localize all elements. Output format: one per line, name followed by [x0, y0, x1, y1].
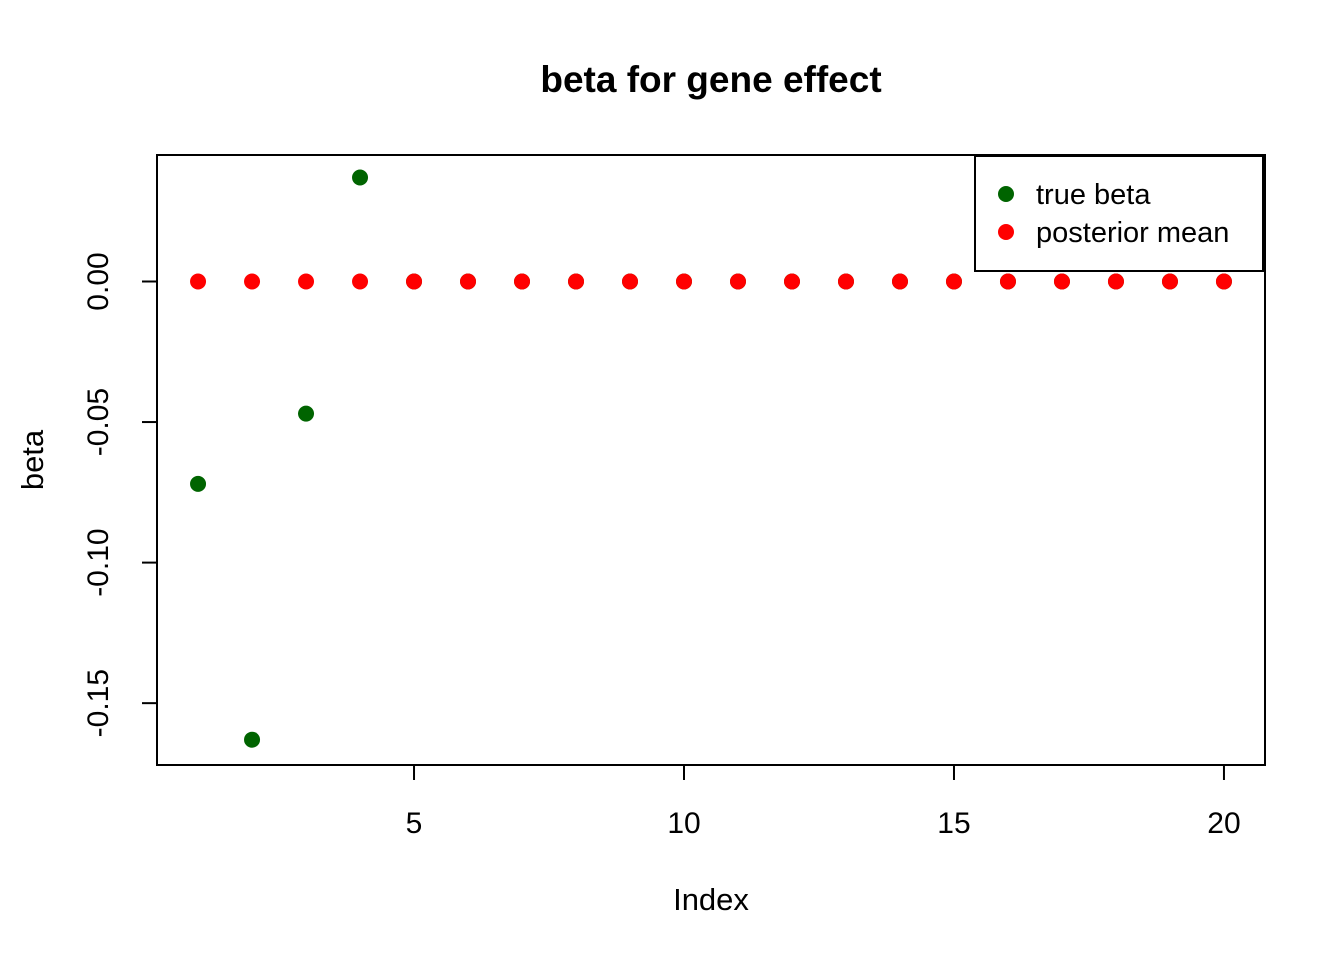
point-posterior-mean [190, 273, 207, 290]
point-posterior-mean [945, 273, 962, 290]
legend-box [974, 155, 1264, 272]
y-axis-label: beta [15, 429, 50, 490]
x-tick-label: 5 [406, 807, 423, 840]
y-tick-label: 0.00 [82, 252, 115, 310]
point-posterior-mean [729, 273, 746, 290]
point-posterior-mean [1215, 273, 1232, 290]
point-posterior-mean [783, 273, 800, 290]
y-tick-label: -0.15 [82, 669, 115, 737]
point-true-beta [244, 731, 261, 748]
y-tick-label: -0.05 [82, 388, 115, 456]
point-true-beta [298, 405, 315, 422]
point-posterior-mean [999, 273, 1016, 290]
legend-marker-posterior-mean [998, 224, 1014, 240]
legend-label-posterior-mean: posterior mean [1036, 217, 1229, 249]
x-tick-label: 15 [937, 807, 970, 840]
x-axis-label: Index [673, 882, 749, 917]
point-posterior-mean [676, 273, 693, 290]
point-posterior-mean [244, 273, 261, 290]
data-points [190, 169, 1232, 748]
point-posterior-mean [514, 273, 531, 290]
y-tick-label: -0.10 [82, 528, 115, 596]
point-posterior-mean [1161, 273, 1178, 290]
point-posterior-mean [298, 273, 315, 290]
point-posterior-mean [622, 273, 639, 290]
plot-border [156, 154, 1266, 766]
point-posterior-mean [460, 273, 477, 290]
legend: true beta posterior mean [974, 155, 1264, 272]
legend-label-true-beta: true beta [1036, 179, 1151, 211]
x-tick-label: 10 [667, 807, 700, 840]
point-posterior-mean [1107, 273, 1124, 290]
point-true-beta [352, 169, 369, 186]
point-true-beta [190, 475, 207, 492]
x-tick-label: 20 [1207, 807, 1240, 840]
point-posterior-mean [568, 273, 585, 290]
point-posterior-mean [352, 273, 369, 290]
point-posterior-mean [406, 273, 423, 290]
point-posterior-mean [1053, 273, 1070, 290]
point-posterior-mean [891, 273, 908, 290]
point-posterior-mean [837, 273, 854, 290]
y-axis: 0.00 -0.05 -0.10 -0.15 [82, 252, 157, 737]
chart-title: beta for gene effect [540, 59, 881, 100]
legend-marker-true-beta [998, 186, 1014, 202]
x-axis: 5 10 15 20 [406, 765, 1241, 840]
